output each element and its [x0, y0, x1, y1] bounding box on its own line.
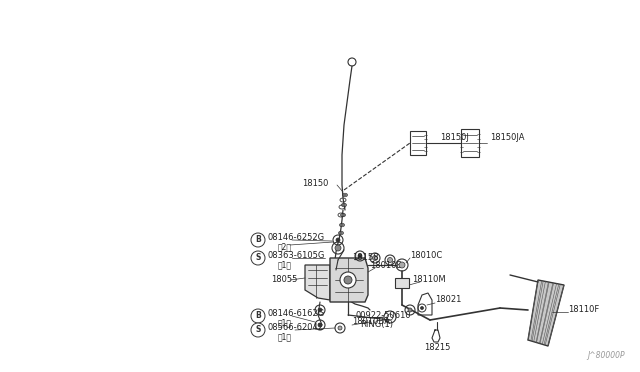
Text: 18010B: 18010B — [370, 262, 403, 270]
Text: 〈2〉: 〈2〉 — [278, 243, 292, 251]
Text: 18021: 18021 — [435, 295, 461, 305]
Circle shape — [336, 238, 340, 242]
Text: 18055: 18055 — [271, 276, 298, 285]
Ellipse shape — [342, 204, 346, 206]
Circle shape — [420, 307, 424, 310]
Text: 08566-62042: 08566-62042 — [267, 323, 323, 331]
Text: 18150: 18150 — [302, 179, 328, 187]
Circle shape — [251, 251, 265, 265]
Polygon shape — [528, 280, 564, 346]
Text: 08146-6252G: 08146-6252G — [267, 232, 324, 241]
Text: B: B — [255, 311, 261, 321]
Circle shape — [344, 276, 352, 284]
Circle shape — [251, 233, 265, 247]
Circle shape — [358, 254, 362, 258]
Text: 18150J: 18150J — [440, 134, 469, 142]
Text: 18110F: 18110F — [568, 305, 599, 314]
Circle shape — [318, 308, 322, 312]
Ellipse shape — [342, 214, 344, 216]
Text: S: S — [255, 253, 260, 263]
Text: B: B — [255, 235, 261, 244]
Text: 18110M: 18110M — [412, 276, 445, 285]
Polygon shape — [305, 265, 330, 300]
Text: 18150JA: 18150JA — [490, 134, 525, 142]
Text: 18010C: 18010C — [410, 250, 442, 260]
Text: 18010BA: 18010BA — [352, 317, 390, 327]
Ellipse shape — [339, 232, 342, 234]
Circle shape — [335, 245, 341, 251]
Ellipse shape — [340, 224, 344, 226]
Text: 〈1〉: 〈1〉 — [278, 318, 292, 327]
Circle shape — [251, 309, 265, 323]
Text: 08146-6162G: 08146-6162G — [267, 308, 324, 317]
Bar — [395, 278, 409, 288]
Circle shape — [318, 323, 322, 327]
Circle shape — [251, 323, 265, 337]
Text: 〈1〉: 〈1〉 — [278, 333, 292, 341]
Text: J^80000P: J^80000P — [588, 351, 625, 360]
Circle shape — [408, 308, 412, 312]
Circle shape — [338, 326, 342, 330]
Text: 18215: 18215 — [424, 343, 450, 353]
Text: S: S — [255, 326, 260, 334]
Text: 18158: 18158 — [352, 253, 378, 262]
Circle shape — [372, 256, 378, 260]
Polygon shape — [330, 258, 368, 302]
Circle shape — [399, 262, 405, 268]
Circle shape — [340, 272, 356, 288]
Text: 00922-50610: 00922-50610 — [355, 311, 411, 320]
Text: 〈1〉: 〈1〉 — [278, 260, 292, 269]
Text: RING(1): RING(1) — [360, 321, 393, 330]
Ellipse shape — [344, 194, 346, 196]
Circle shape — [387, 257, 392, 263]
Text: 08363-6105G: 08363-6105G — [267, 250, 324, 260]
